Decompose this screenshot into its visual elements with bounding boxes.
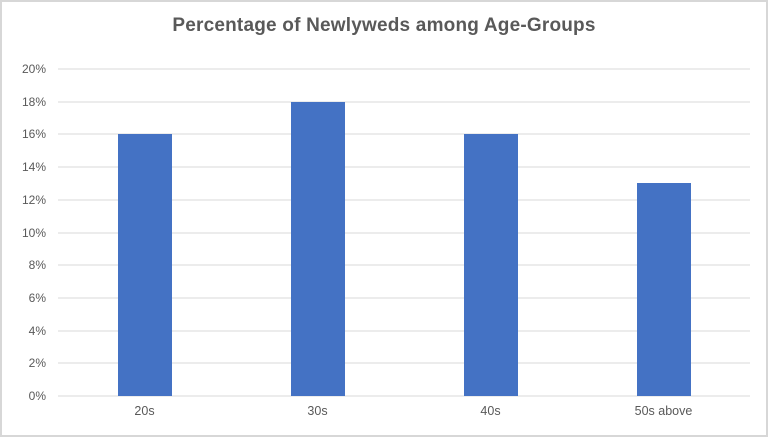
x-tick-label: 30s (307, 404, 328, 418)
gridline (58, 101, 750, 103)
x-axis-labels: 20s 30s 40s 50s above (58, 402, 750, 422)
gridline (58, 232, 750, 233)
bar-20s (117, 134, 172, 396)
y-tick-label: 6% (28, 290, 46, 305)
x-tick-label: 20s (134, 404, 155, 418)
gridline (58, 199, 750, 201)
y-axis-labels: 0% 2% 4% 6% 8% 10% 12% 14% 16% 18% 20% (2, 63, 46, 402)
y-tick-label: 20% (21, 62, 46, 76)
y-tick-label: 8% (28, 258, 46, 273)
gridline (58, 166, 750, 168)
gridline (58, 133, 750, 135)
plot-area (58, 68, 750, 397)
y-tick-label: 14% (21, 160, 46, 175)
bar-50s-above (636, 183, 691, 396)
gridline (58, 330, 750, 332)
bar-40s (463, 134, 518, 396)
y-tick-label: 16% (21, 127, 46, 142)
chart-title: Percentage of Newlyweds among Age-Groups (172, 15, 596, 36)
y-tick-label: 12% (21, 192, 46, 207)
y-tick-label: 18% (21, 94, 46, 109)
x-tick-label: 50s above (634, 404, 693, 418)
bars-container (58, 69, 750, 396)
gridline (58, 264, 750, 266)
y-tick-label: 4% (28, 323, 46, 338)
bar-30s (290, 101, 345, 396)
gridline (58, 362, 750, 364)
gridline (58, 68, 750, 70)
gridline (58, 297, 750, 299)
y-tick-label: 0% (28, 389, 46, 403)
y-tick-label: 2% (28, 356, 46, 371)
x-tick-label: 40s (480, 404, 501, 418)
x-axis-line (58, 395, 750, 397)
y-tick-label: 10% (21, 225, 46, 240)
